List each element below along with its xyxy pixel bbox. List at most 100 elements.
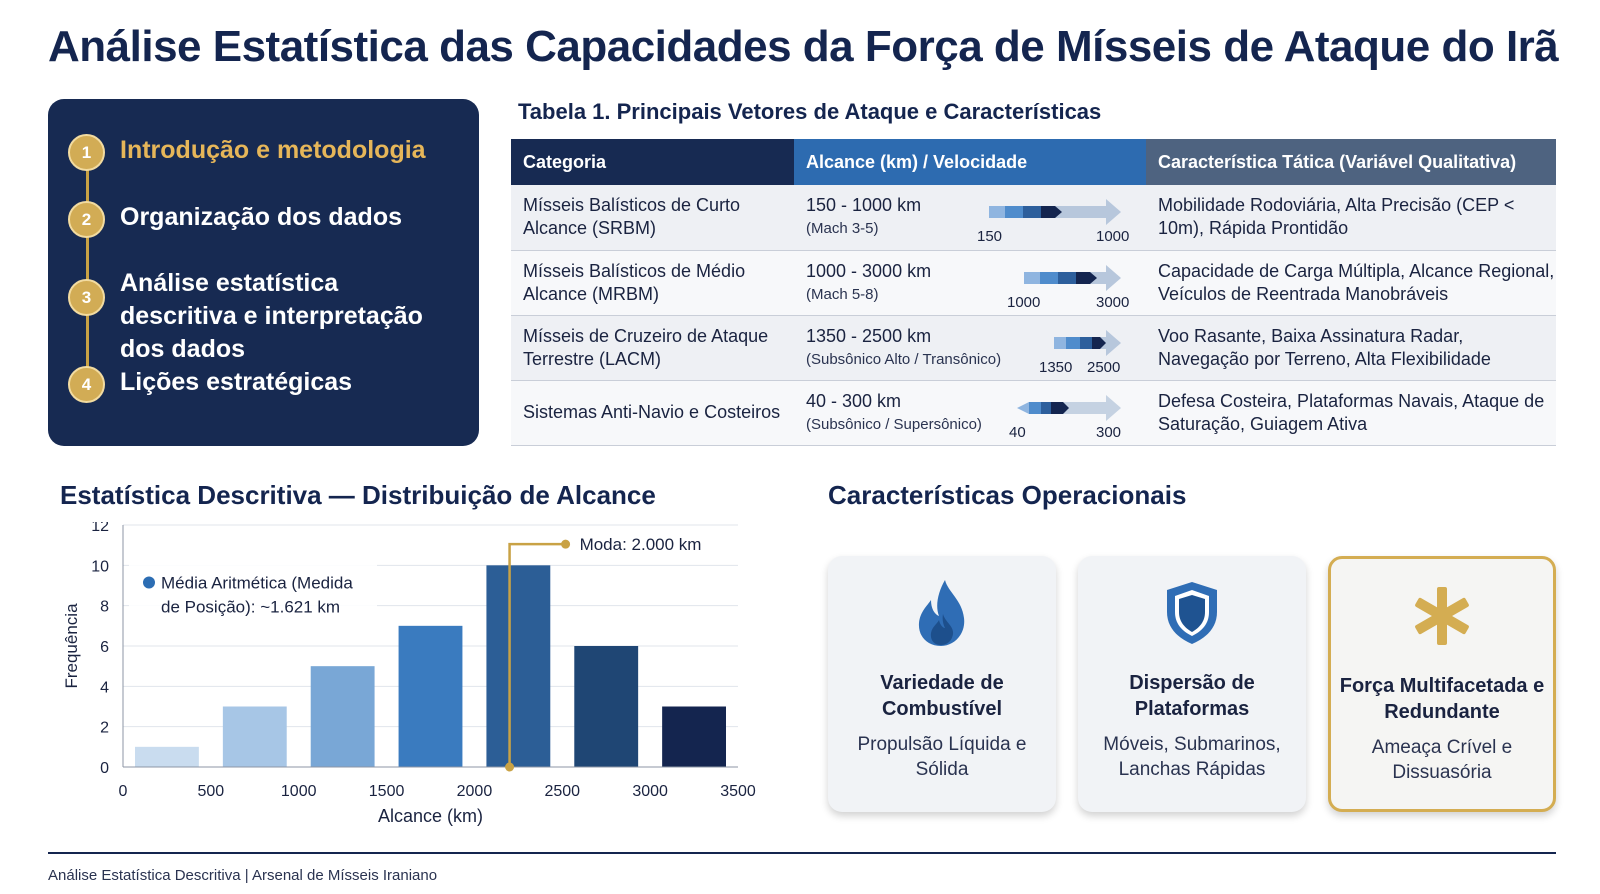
- histogram-bar: [486, 565, 551, 767]
- x-tick-label: 2000: [457, 783, 493, 800]
- range-arrow-head: [1076, 271, 1097, 284]
- range-arrow-segment: [1005, 206, 1023, 218]
- y-tick-label: 6: [100, 639, 109, 656]
- histogram-bar: [222, 706, 287, 767]
- histogram-bar: [398, 625, 463, 767]
- x-ticks: 0 500 1000 1500 2000 2500 3000 3500: [119, 783, 756, 800]
- range-histogram: 0 2 4 6 8 10 12 0 500 1000 1500 2000 2500 3000 3500 F…: [62, 522, 756, 826]
- range-min-label: 1350: [1039, 359, 1072, 376]
- cell-range: 40 - 300 km (Subsônico / Supersônico) 40…: [794, 380, 1146, 446]
- speed-value: (Mach 5-8): [806, 285, 879, 303]
- card-description: Propulsão Líquida e Sólida: [857, 734, 1027, 780]
- range-arrow-segment: [989, 206, 1005, 218]
- header-tactical: Característica Tática (Variável Qualitat…: [1146, 139, 1556, 185]
- card-title: Variedade de Combustível: [880, 672, 1004, 720]
- cell-tactical: Defesa Costeira, Plataformas Navais, Ata…: [1146, 380, 1556, 446]
- agenda-number: 2: [68, 201, 105, 238]
- y-tick-label: 2: [100, 720, 109, 737]
- footer-divider: [48, 852, 1556, 854]
- histogram-bar: [662, 706, 726, 767]
- agenda-item-3[interactable]: 3 Análise estatística descritiva e inter…: [68, 267, 450, 366]
- range-arrow-head: [1092, 336, 1106, 349]
- range-min-label: 40: [1009, 424, 1026, 441]
- range-arrow-head: [1041, 206, 1062, 218]
- cell-category: Mísseis Balísticos de Médio Alcance (MRB…: [511, 250, 794, 316]
- range-arrow-segment: [1058, 271, 1076, 284]
- shield-icon: [1078, 578, 1306, 650]
- footer-text: Análise Estatística Descritiva | Arsenal…: [48, 867, 438, 884]
- header-range: Alcance (km) / Velocidade: [794, 139, 1146, 185]
- range-arrow-segment: [1024, 271, 1040, 284]
- speed-value: (Mach 3-5): [806, 220, 879, 238]
- range-max-label: 300: [1096, 424, 1121, 441]
- card-fuel[interactable]: Variedade de Combustível Propulsão Líqui…: [828, 556, 1056, 812]
- cell-range: 1000 - 3000 km (Mach 5-8) 1000 3000: [794, 250, 1146, 316]
- chart-bars: [135, 565, 726, 767]
- agenda-label: Lições estratégicas: [120, 368, 353, 396]
- x-axis-label: Alcance (km): [378, 806, 483, 826]
- flame-icon: [828, 578, 1056, 650]
- range-arrow-shaft: [1029, 394, 1121, 421]
- histogram-bar: [574, 646, 639, 767]
- range-arrow: 1000 3000: [1007, 264, 1129, 311]
- y-tick-label: 0: [100, 760, 109, 777]
- table-row: Mísseis de Cruzeiro de Ataque Terrestre …: [511, 315, 1556, 381]
- range-arrow-tail: [1017, 401, 1029, 414]
- agenda-timeline: [86, 157, 89, 389]
- mode-annotation: Moda: 2.000 km: [580, 535, 702, 554]
- range-min-label: 150: [977, 228, 1002, 245]
- range-arrow: 1350 2500: [1039, 329, 1121, 376]
- speed-value: (Subsônico Alto / Transônico): [806, 350, 1002, 368]
- x-tick-label: 1500: [369, 783, 405, 800]
- y-ticks: 0 2 4 6 8 10 12: [91, 522, 109, 777]
- agenda-item-4[interactable]: 4 Lições estratégicas: [68, 366, 450, 403]
- x-tick-label: 0: [119, 783, 128, 800]
- cell-category: Mísseis de Cruzeiro de Ataque Terrestre …: [511, 315, 794, 381]
- range-min-label: 1000: [1007, 294, 1040, 311]
- agenda-label: Introdução e metodologia: [120, 136, 426, 164]
- x-tick-label: 2500: [544, 783, 580, 800]
- table-row: Sistemas Anti-Navio e Costeiros 40 - 300…: [511, 380, 1556, 446]
- agenda-item-1[interactable]: 1 Introdução e metodologia: [68, 134, 450, 171]
- range-arrow-segment: [1066, 336, 1080, 349]
- cell-category: Mísseis Balísticos de Curto Alcance (SRB…: [511, 185, 794, 251]
- range-arrow-head: [1051, 401, 1069, 414]
- card-redundant[interactable]: Força Multifacetada e Redundante Ameaça …: [1328, 556, 1556, 812]
- agenda-number: 1: [68, 134, 105, 171]
- card-platforms[interactable]: Dispersão de Plataformas Móveis, Submari…: [1078, 556, 1306, 812]
- range-arrow-segment: [1023, 206, 1041, 218]
- mode-marker-dot: [505, 762, 515, 772]
- agenda-number: 4: [68, 366, 105, 403]
- x-tick-label: 3500: [720, 783, 756, 800]
- page-title: Análise Estatística das Capacidades da F…: [48, 22, 1559, 71]
- range-arrow-segment: [1080, 336, 1092, 349]
- agenda-item-2[interactable]: 2 Organização dos dados: [68, 201, 450, 238]
- range-arrow-segment: [1029, 401, 1041, 414]
- y-axis-label: Frequência: [62, 603, 81, 689]
- x-tick-label: 500: [198, 783, 225, 800]
- vectors-table: Categoria Alcance (km) / Velocidade Cara…: [511, 139, 1556, 446]
- range-value: 150 - 1000 km: [806, 195, 922, 216]
- header-category: Categoria: [511, 139, 794, 185]
- cell-range: 150 - 1000 km (Mach 3-5) 150 1000: [794, 185, 1146, 251]
- table-row: Mísseis Balísticos de Médio Alcance (MRB…: [511, 250, 1556, 316]
- card-description: Ameaça Crível e Dissuasória: [1371, 737, 1513, 783]
- y-tick-label: 4: [100, 679, 109, 696]
- y-tick-label: 12: [91, 522, 109, 535]
- cell-tactical: Voo Rasante, Baixa Assinatura Radar, Nav…: [1146, 315, 1556, 381]
- mode-marker-line: [508, 542, 566, 767]
- table-row: Mísseis Balísticos de Curto Alcance (SRB…: [511, 185, 1556, 251]
- range-value: 1000 - 3000 km: [806, 260, 932, 281]
- table-header-row: Categoria Alcance (km) / Velocidade Cara…: [511, 139, 1556, 185]
- agenda-label: Organização dos dados: [120, 203, 403, 231]
- range-value: 1350 - 2500 km: [806, 325, 932, 346]
- legend-label: Média Aritmética (Medida: [161, 573, 353, 592]
- y-tick-label: 8: [100, 599, 109, 616]
- histogram-title: Estatística Descritiva — Distribuição de…: [60, 480, 656, 510]
- cell-category: Sistemas Anti-Navio e Costeiros: [511, 380, 794, 446]
- card-description: Móveis, Submarinos, Lanchas Rápidas: [1103, 734, 1281, 780]
- cell-tactical: Mobilidade Rodoviária, Alta Precisão (CE…: [1146, 185, 1556, 251]
- x-tick-label: 1000: [281, 783, 317, 800]
- asterisk-icon: [1331, 581, 1553, 653]
- legend-marker: [143, 576, 155, 589]
